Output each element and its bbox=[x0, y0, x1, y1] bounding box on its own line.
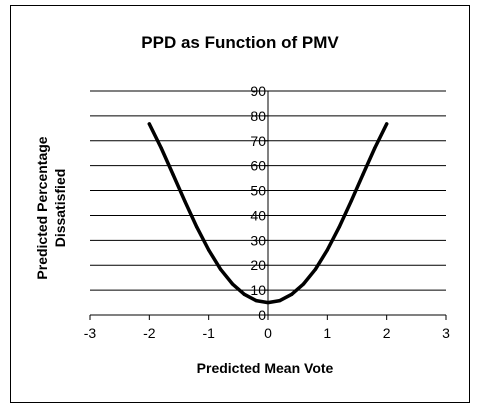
y-tick-label-60: 60 bbox=[250, 158, 266, 174]
y-axis-label-line-2: Dissatisfied bbox=[52, 169, 68, 248]
chart-title: PPD as Function of PMV bbox=[141, 33, 339, 52]
data-point bbox=[385, 122, 389, 126]
x-tick-labels: -3 -2 -1 0 1 2 3 bbox=[84, 325, 450, 341]
data-point bbox=[207, 248, 211, 252]
data-point bbox=[313, 267, 318, 271]
y-tick-label-90: 90 bbox=[250, 83, 266, 99]
data-point bbox=[337, 225, 341, 229]
x-axis-label: Predicted Mean Vote bbox=[197, 360, 334, 376]
y-tick-label-0: 0 bbox=[258, 307, 266, 323]
data-point bbox=[266, 300, 270, 305]
axes bbox=[89, 90, 447, 320]
y-tick-label-50: 50 bbox=[250, 183, 266, 199]
series-layer bbox=[147, 122, 389, 305]
y-tick-labels: 0 10 20 30 40 50 60 70 80 90 bbox=[250, 83, 266, 323]
data-point bbox=[147, 122, 151, 126]
y-tick-label-40: 40 bbox=[250, 207, 266, 223]
x-tick-label-1: 1 bbox=[323, 325, 331, 341]
data-point bbox=[349, 199, 353, 203]
y-tick-label-30: 30 bbox=[250, 232, 266, 248]
x-tick-label-3: 3 bbox=[442, 325, 450, 341]
x-tick-label-0: 0 bbox=[264, 325, 272, 341]
y-tick-label-70: 70 bbox=[250, 133, 266, 149]
data-point bbox=[278, 298, 282, 303]
data-point bbox=[195, 225, 199, 229]
data-point bbox=[183, 199, 187, 203]
ppd-pmv-chart: PPD as Function of PMV 01020304050607080… bbox=[34, 33, 450, 376]
data-point bbox=[254, 298, 258, 303]
y-axis-label: Predicted Percentage Dissatisfied bbox=[34, 136, 68, 279]
y-axis-label-line-1: Predicted Percentage bbox=[34, 136, 50, 279]
x-tick-label--3: -3 bbox=[84, 325, 97, 341]
x-tick-label--2: -2 bbox=[143, 325, 156, 341]
data-point bbox=[325, 248, 329, 252]
data-point bbox=[171, 173, 175, 177]
data-point bbox=[302, 282, 306, 286]
x-tick-label--1: -1 bbox=[202, 325, 215, 341]
data-point bbox=[230, 282, 234, 286]
chart-frame: PPD as Function of PMV 0 10 20 30 40 50 60 70 80… bbox=[10, 5, 470, 403]
data-point bbox=[242, 292, 246, 296]
x-tick-label-2: 2 bbox=[383, 325, 391, 341]
data-point bbox=[159, 146, 163, 150]
data-point bbox=[218, 267, 223, 271]
data-point bbox=[373, 146, 377, 150]
data-point bbox=[361, 173, 365, 177]
data-point bbox=[290, 292, 294, 296]
y-tick-label-20: 20 bbox=[250, 257, 266, 273]
y-tick-label-80: 80 bbox=[250, 108, 266, 124]
y-tick-label-10: 10 bbox=[250, 282, 266, 298]
